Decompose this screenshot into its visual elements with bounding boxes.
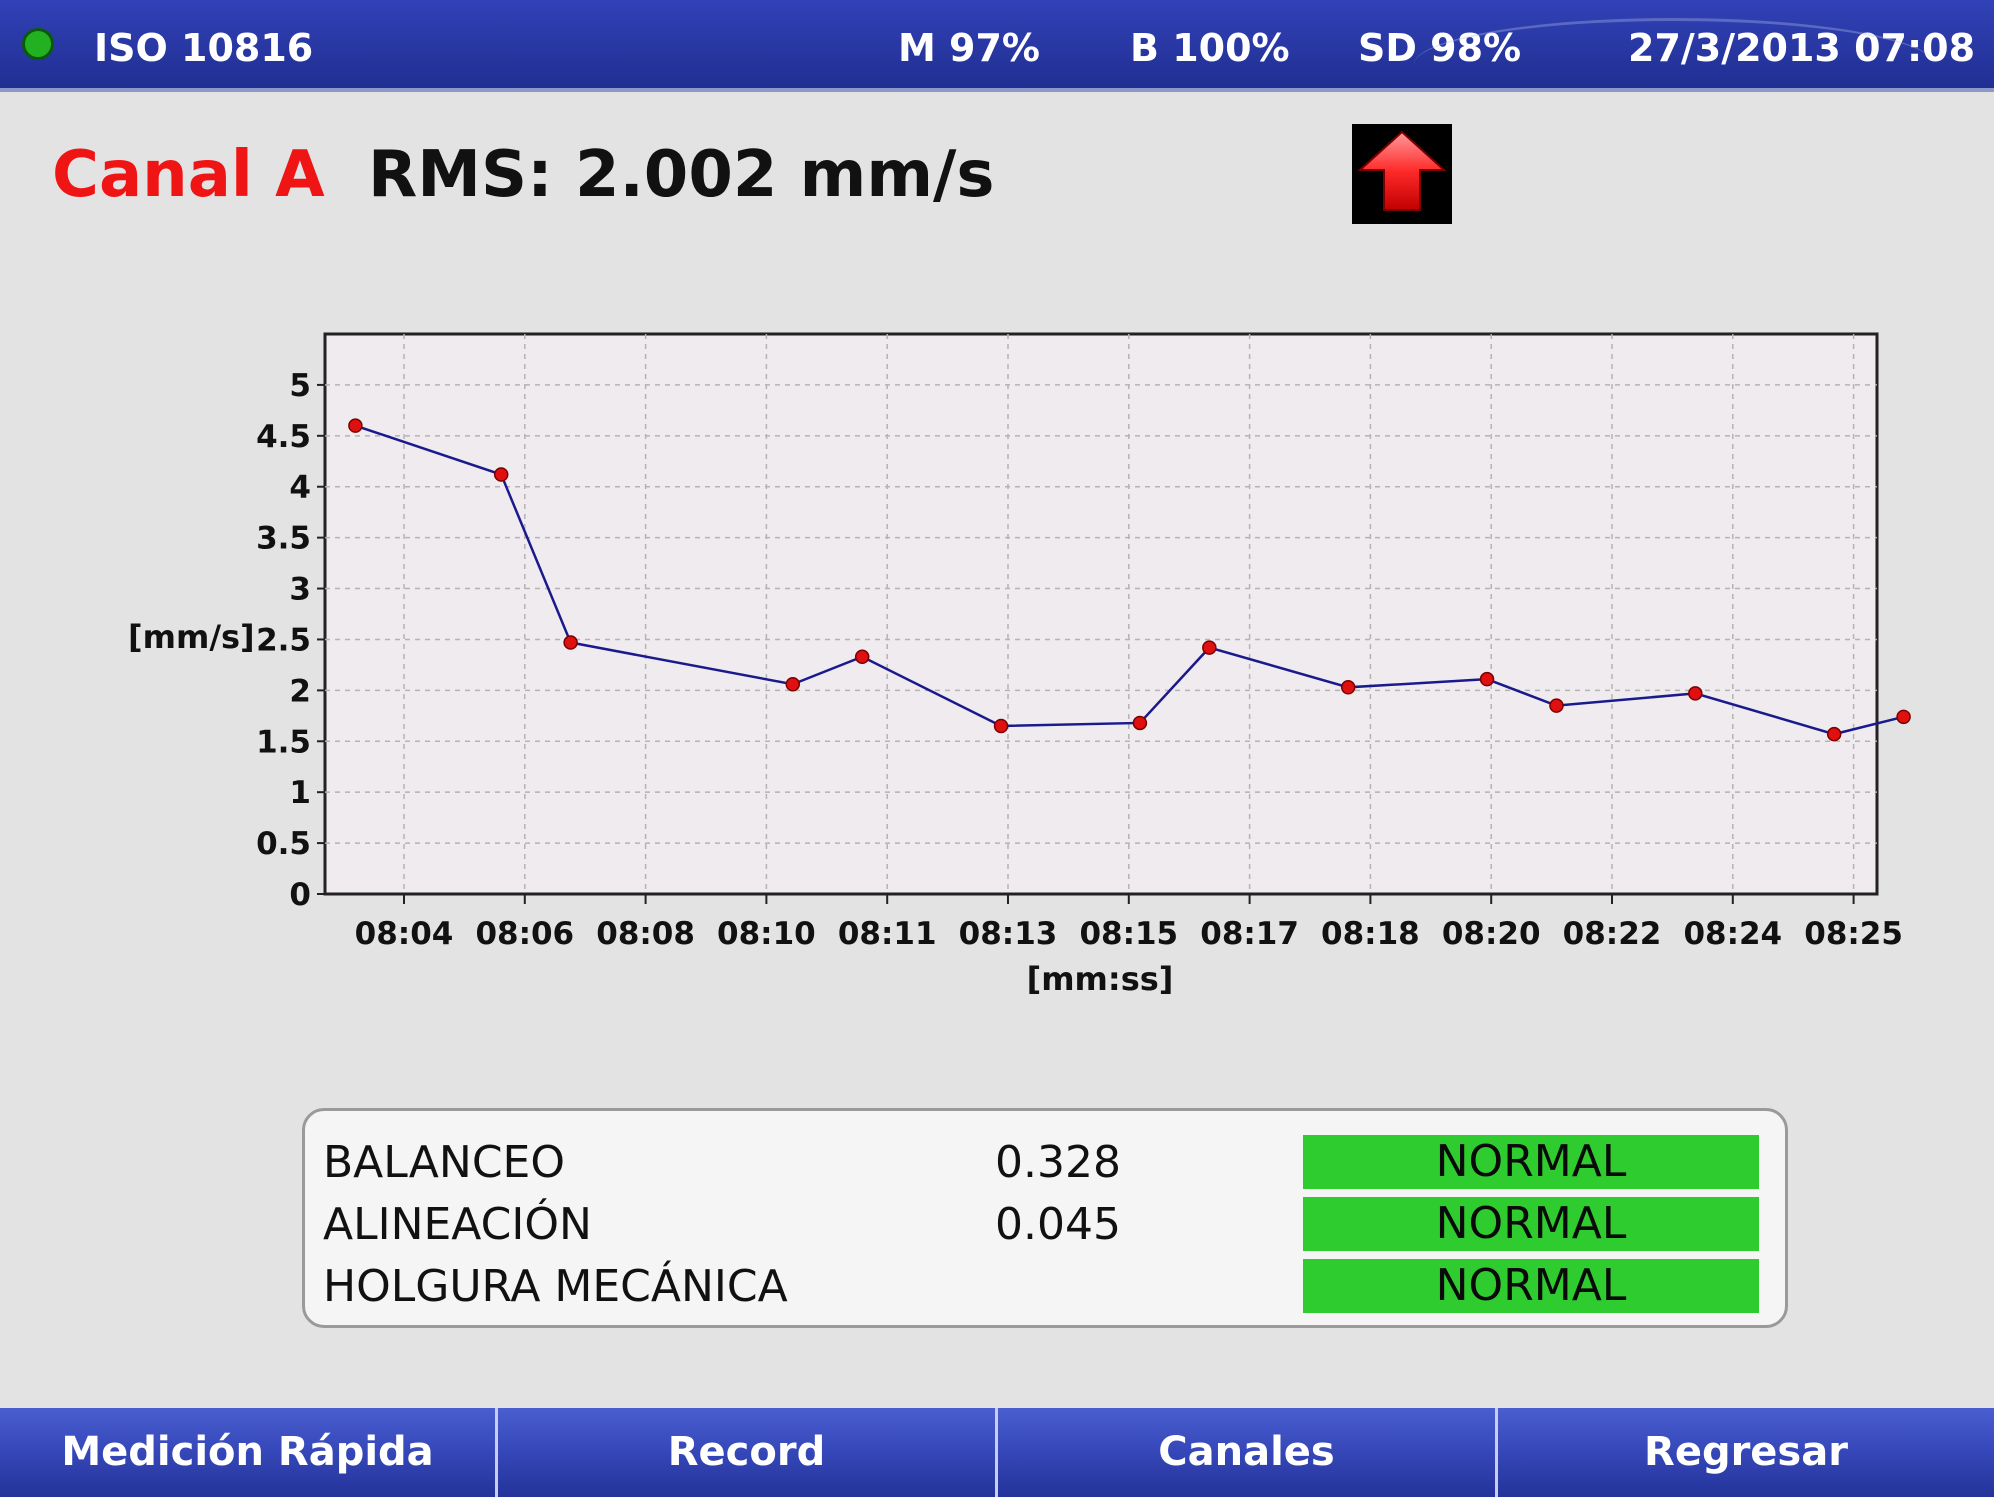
y-tick-label: 2.5 bbox=[256, 622, 311, 658]
y-tick-label: 0.5 bbox=[256, 826, 311, 862]
quick-measure-button[interactable]: Medición Rápida bbox=[0, 1408, 498, 1497]
diagnostic-name: BALANCEO bbox=[323, 1137, 565, 1188]
diagnostic-status-badge: NORMAL bbox=[1303, 1135, 1759, 1189]
y-tick-label: 2 bbox=[289, 673, 311, 709]
rms-readout: RMS: 2.002 mm/s bbox=[368, 138, 995, 212]
data-point bbox=[348, 418, 363, 433]
diagnostic-value: 0.328 bbox=[995, 1137, 1121, 1188]
diagnostic-value: 0.045 bbox=[995, 1199, 1121, 1250]
x-axis-label: [mm:ss] bbox=[1027, 960, 1174, 998]
data-point bbox=[785, 677, 801, 692]
data-point bbox=[1549, 698, 1564, 713]
data-point bbox=[1202, 640, 1217, 655]
data-point bbox=[1132, 715, 1148, 731]
y-tick-label: 1 bbox=[289, 775, 311, 811]
data-point bbox=[1688, 686, 1703, 701]
diagnostic-status-badge: NORMAL bbox=[1303, 1197, 1759, 1251]
channel-label: Canal A bbox=[52, 138, 325, 212]
y-axis-label: [mm/s] bbox=[128, 618, 255, 656]
x-tick-label: 08:25 bbox=[1804, 916, 1903, 952]
diagnostic-name: ALINEACIÓN bbox=[323, 1199, 592, 1250]
x-tick-label: 08:24 bbox=[1683, 916, 1782, 952]
record-button[interactable]: Record bbox=[498, 1408, 998, 1497]
x-tick-label: 08:08 bbox=[596, 916, 695, 952]
status-bar: ISO 10816 M 97% B 100% SD 98% 27/3/2013 … bbox=[0, 0, 1994, 92]
y-tick-label: 3.5 bbox=[256, 521, 311, 557]
diagnostics-panel: BALANCEO 0.328 NORMAL ALINEACIÓN 0.045 N… bbox=[302, 1108, 1788, 1328]
y-tick-label: 3 bbox=[289, 572, 311, 608]
x-tick-label: 08:04 bbox=[355, 916, 454, 952]
y-tick-label: 5 bbox=[289, 368, 311, 404]
x-tick-label: 08:17 bbox=[1200, 916, 1299, 952]
battery-indicator: B 100% bbox=[1130, 26, 1290, 70]
x-tick-label: 08:10 bbox=[717, 916, 816, 952]
y-tick-label: 4 bbox=[289, 470, 311, 506]
diagnostic-row-balanceo: BALANCEO 0.328 NORMAL bbox=[305, 1133, 1785, 1191]
x-tick-label: 08:18 bbox=[1321, 916, 1420, 952]
memory-indicator: M 97% bbox=[898, 26, 1040, 70]
x-tick-label: 08:13 bbox=[959, 916, 1058, 952]
channels-button[interactable]: Canales bbox=[998, 1408, 1498, 1497]
y-tick-label: 4.5 bbox=[256, 419, 311, 455]
x-tick-label: 08:22 bbox=[1563, 916, 1662, 952]
diagnostic-row-holgura: HOLGURA MECÁNICA NORMAL bbox=[305, 1257, 1785, 1315]
diagnostic-row-alineacion: ALINEACIÓN 0.045 NORMAL bbox=[305, 1195, 1785, 1253]
series-line bbox=[355, 424, 1904, 736]
softkey-bar: Medición Rápida Record Canales Regresar bbox=[0, 1408, 1994, 1497]
standard-label: ISO 10816 bbox=[94, 26, 314, 70]
background-swoosh bbox=[1414, 18, 1934, 111]
red-up-arrow-icon bbox=[1357, 130, 1447, 211]
data-point bbox=[1826, 726, 1842, 742]
x-tick-label: 08:20 bbox=[1442, 916, 1541, 952]
plot-area bbox=[323, 332, 1879, 896]
rms-trend-chart: 0 0.5 1 1.5 2 2.5 3 3.5 4 4.5 5 08:04 08:06 08:08 08:… bbox=[128, 332, 1911, 998]
back-button[interactable]: Regresar bbox=[1498, 1408, 1994, 1497]
y-tick-label: 0 bbox=[289, 877, 311, 913]
data-point bbox=[854, 649, 870, 665]
diagnostic-name: HOLGURA MECÁNICA bbox=[323, 1261, 788, 1312]
data-point bbox=[993, 718, 1009, 734]
x-tick-label: 08:06 bbox=[475, 916, 574, 952]
x-tick-label: 08:11 bbox=[838, 916, 937, 952]
data-point bbox=[1340, 680, 1356, 695]
data-point bbox=[1479, 671, 1495, 687]
data-point bbox=[493, 467, 509, 482]
y-tick-label: 1.5 bbox=[256, 724, 311, 760]
data-point bbox=[563, 635, 578, 650]
x-tick-label: 08:15 bbox=[1079, 916, 1178, 952]
trend-indicator bbox=[1352, 124, 1452, 224]
diagnostic-status-badge: NORMAL bbox=[1303, 1259, 1759, 1313]
data-point bbox=[1896, 709, 1911, 725]
status-indicator-icon bbox=[22, 28, 54, 60]
